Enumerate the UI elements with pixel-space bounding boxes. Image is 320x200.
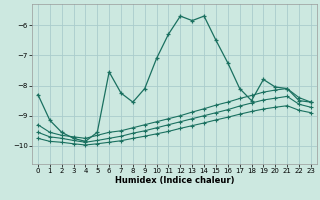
X-axis label: Humidex (Indice chaleur): Humidex (Indice chaleur) [115,176,234,185]
